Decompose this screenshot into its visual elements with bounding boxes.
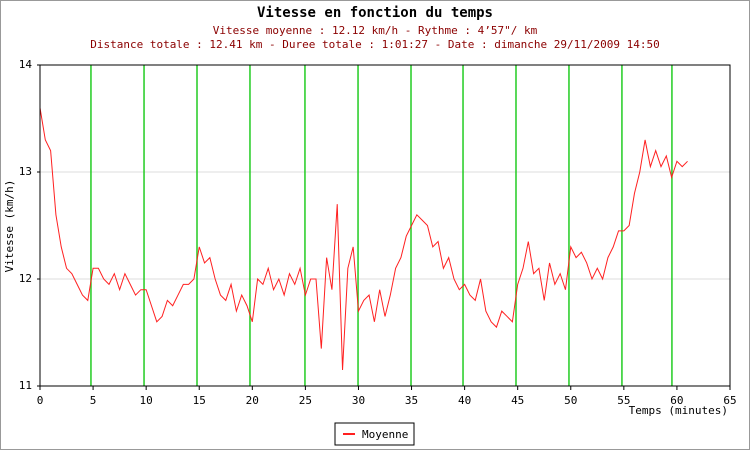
y-tick-label: 14 bbox=[19, 58, 33, 71]
legend-box bbox=[334, 422, 415, 446]
x-tick-label: 15 bbox=[193, 394, 206, 407]
x-axis-label: Temps (minutes) bbox=[629, 404, 728, 417]
y-tick-label: 12 bbox=[19, 272, 32, 285]
y-tick-label: 11 bbox=[19, 379, 32, 392]
legend-label: Moyenne bbox=[362, 428, 408, 441]
chart-title: Vitesse en fonction du temps bbox=[257, 5, 493, 21]
x-tick-label: 50 bbox=[564, 394, 577, 407]
x-tick-label: 45 bbox=[511, 394, 524, 407]
plot-border bbox=[39, 64, 731, 387]
line bbox=[39, 107, 688, 370]
x-tick-label: 5 bbox=[90, 394, 97, 407]
subtitle: Vitesse moyenne : 12.12 km/h - Rythme : … bbox=[213, 24, 538, 37]
x-tick-label: 20 bbox=[246, 394, 259, 407]
x-tick-label: 30 bbox=[352, 394, 365, 407]
y-axis-label: Vitesse (km/h) bbox=[3, 180, 16, 273]
subtitle: Distance totale : 12.41 km - Duree total… bbox=[90, 38, 660, 51]
x-tick-label: 60 bbox=[670, 394, 683, 407]
x-tick-label: 55 bbox=[617, 394, 630, 407]
x-tick-label: 10 bbox=[140, 394, 153, 407]
x-tick-label: 65 bbox=[723, 394, 736, 407]
y-tick-label: 13 bbox=[19, 165, 32, 178]
x-tick-label: 0 bbox=[37, 394, 44, 407]
plot-area bbox=[40, 65, 730, 386]
x-tick-label: 40 bbox=[458, 394, 471, 407]
x-tick-label: 25 bbox=[299, 394, 312, 407]
x-tick-label: 35 bbox=[405, 394, 418, 407]
